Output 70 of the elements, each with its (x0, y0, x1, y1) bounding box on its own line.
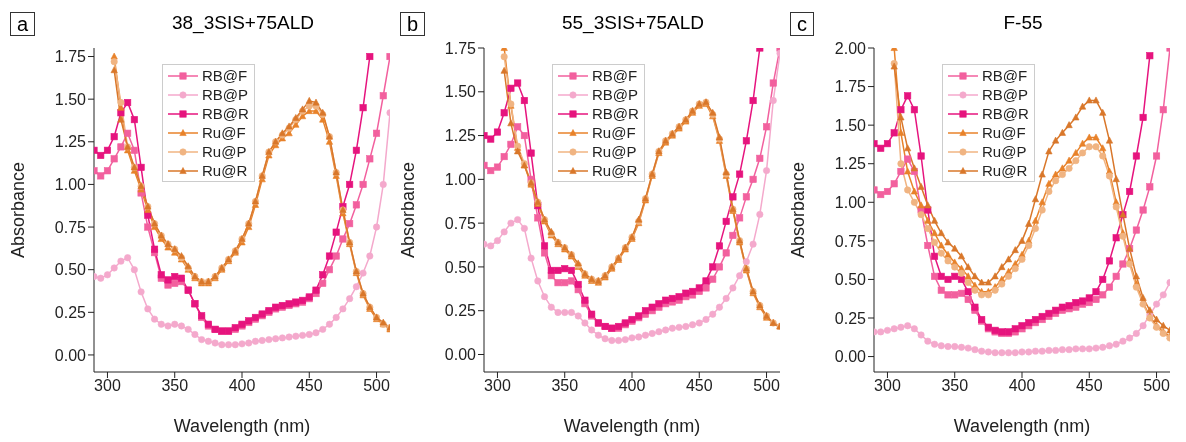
y-tick-label: 1.50 (444, 83, 477, 101)
chart-title: F-55 (1003, 12, 1043, 33)
y-tick-label: 0.25 (834, 309, 867, 327)
y-tick-label: 0.50 (54, 261, 87, 279)
chart-title: 38_3SIS+75ALD (171, 12, 315, 33)
text: c (790, 12, 814, 36)
y-axis-title: Absorbance (8, 161, 29, 259)
y-tick-label: 0.75 (444, 214, 477, 232)
x-tick-label: 500 (1143, 377, 1170, 395)
y-tick-label: 1.25 (54, 133, 87, 151)
y-tick-label: 1.00 (444, 171, 477, 189)
legend-label: RB@P (592, 85, 639, 104)
legend-label: Ru@P (982, 142, 1027, 161)
x-tick-label: 350 (941, 377, 969, 395)
y-tick-label: 1.25 (444, 127, 477, 145)
y-tick-label: 0.50 (834, 271, 867, 289)
y-tick-label: 0.75 (834, 232, 867, 250)
x-axis-title: Wavelength (nm) (953, 416, 1091, 436)
x-tick-label: 350 (551, 377, 579, 395)
text: a (10, 12, 36, 36)
legend-label: Ru@F (982, 123, 1026, 142)
legend-label: Ru@F (202, 123, 246, 142)
x-axis-title: Wavelength (nm) (173, 416, 311, 436)
legend-label: RB@R (202, 104, 249, 123)
y-tick-label: 1.75 (444, 39, 477, 57)
legend-label: RB@P (982, 85, 1029, 104)
legend-label: RB@P (202, 85, 249, 104)
y-tick-label: 1.75 (54, 48, 87, 66)
chart-title: 55_3SIS+75ALD (561, 12, 705, 33)
x-axis-title: Wavelength (nm) (563, 416, 701, 436)
y-tick-label: 2.00 (834, 39, 867, 57)
y-tick-label: 1.00 (834, 193, 867, 211)
x-tick-label: 300 (484, 377, 511, 395)
x-tick-label: 350 (161, 377, 189, 395)
x-tick-label: 500 (753, 377, 780, 395)
legend-label: Ru@P (592, 142, 637, 161)
x-tick-label: 500 (363, 377, 390, 395)
legend-label: Ru@R (202, 161, 248, 180)
x-tick-label: 450 (685, 377, 713, 395)
y-tick-label: 1.50 (834, 116, 867, 134)
y-tick-label: 0.00 (54, 346, 87, 364)
y-tick-label: 0.25 (54, 304, 87, 321)
y-tick-label: 1.25 (834, 155, 867, 173)
legend-label: RB@F (982, 66, 1028, 85)
legend-label: Ru@R (982, 161, 1028, 180)
y-tick-label: 0.00 (444, 346, 477, 364)
legend-label: Ru@F (592, 123, 636, 142)
x-tick-label: 300 (874, 377, 901, 395)
legend-label: Ru@P (202, 142, 247, 161)
legend-label: Ru@R (592, 161, 638, 180)
text: b (400, 12, 426, 36)
y-tick-label: 0.25 (444, 302, 477, 320)
y-tick-label: 1.75 (834, 78, 867, 96)
y-tick-label: 0.00 (834, 348, 867, 366)
x-tick-label: 450 (295, 377, 323, 395)
legend-label: RB@R (982, 104, 1029, 123)
y-axis-title: Absorbance (788, 161, 809, 259)
y-tick-label: 0.75 (54, 218, 87, 236)
legend-label: RB@F (202, 66, 248, 85)
y-axis-title: Absorbance (398, 161, 419, 259)
legend-label: RB@R (592, 104, 639, 123)
x-tick-label: 300 (94, 377, 121, 395)
x-tick-label: 400 (1008, 377, 1036, 395)
y-tick-label: 0.50 (444, 258, 477, 276)
y-tick-label: 1.00 (54, 176, 87, 194)
legend-label: RB@F (592, 66, 638, 85)
x-tick-label: 450 (1075, 377, 1103, 395)
y-tick-label: 1.50 (54, 90, 87, 108)
x-tick-label: 400 (228, 377, 256, 395)
x-tick-label: 400 (618, 377, 646, 395)
